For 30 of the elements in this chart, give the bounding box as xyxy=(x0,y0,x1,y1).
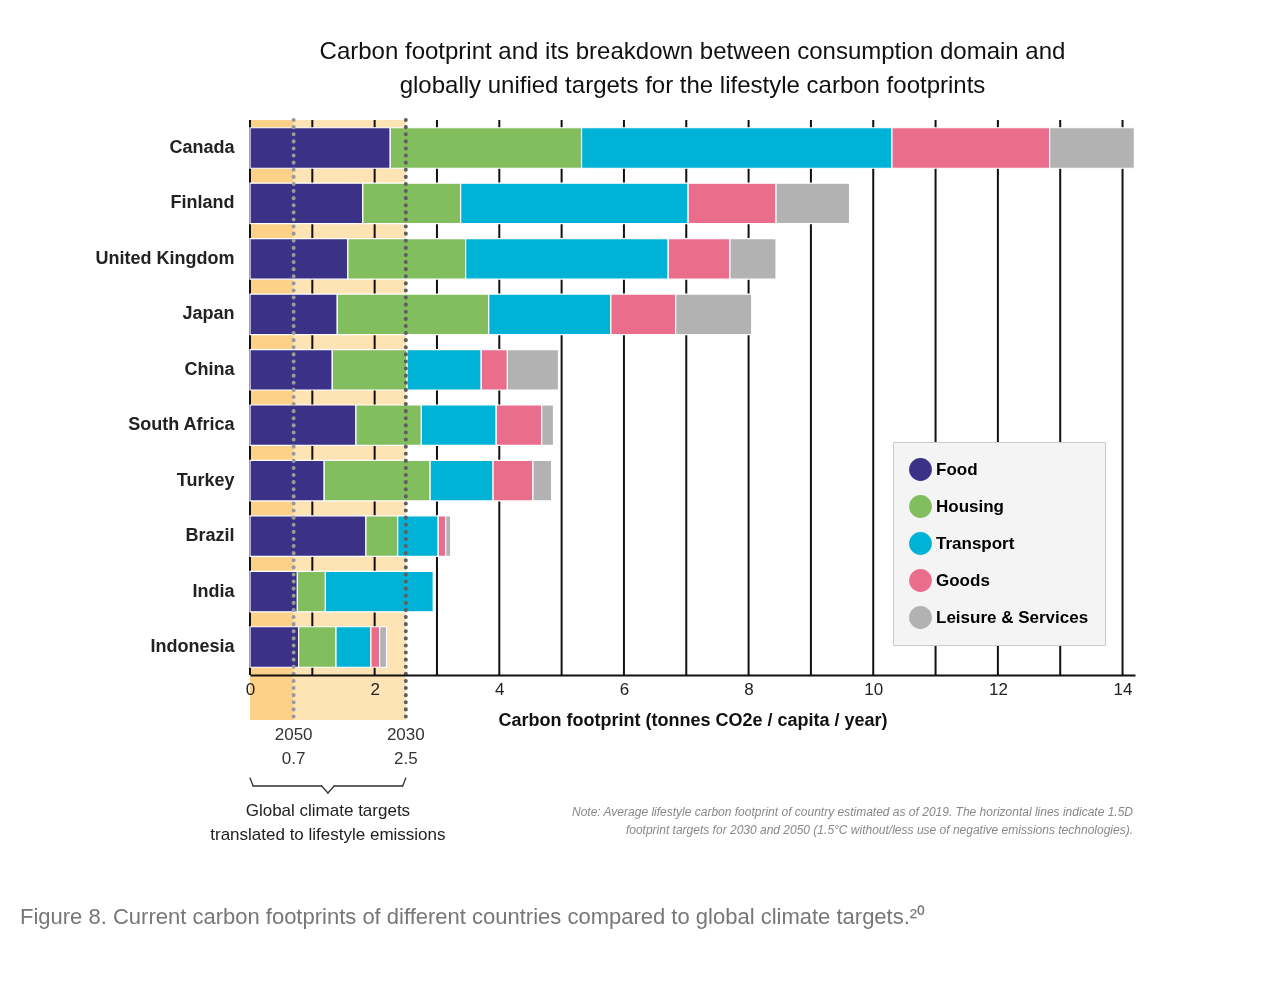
x-tick-label: 6 xyxy=(619,679,630,699)
ref-line-label: 2050 0.7 xyxy=(274,725,313,768)
x-axis-title: Carbon footprint (tonnes CO2e / capita / year) xyxy=(498,709,888,730)
legend-label: Goods xyxy=(936,570,990,590)
y-tick-label: South Africa xyxy=(128,414,236,435)
x-tick-label: 8 xyxy=(744,679,754,699)
legend-label: Housing xyxy=(936,496,1004,516)
y-tick-label: Japan xyxy=(182,303,235,324)
legend-label: Transport xyxy=(936,533,1015,553)
text: Note: Average lifestyle carbon footprint of country estimated as of 2019. The horizontal lines indicate 1.5D footprint targets for 2030 and 2050 (1.5°C without/less use of negative emissions technologies). xyxy=(572,805,1134,837)
x-tick-label: 14 xyxy=(1113,679,1133,699)
chart-title: Carbon footprint and its breakdown between consumption domain and globally unified targets for the lifestyle carbon footprints xyxy=(319,37,1066,98)
y-tick-label: Finland xyxy=(170,192,235,213)
x-tick-label: 12 xyxy=(988,679,1008,699)
x-tick-label: 10 xyxy=(864,679,884,699)
x-tick-label: 4 xyxy=(495,679,505,699)
ref-line-label: 2030 2.5 xyxy=(386,725,425,768)
y-tick-label: China xyxy=(184,358,236,379)
legend-label: Leisure & Services xyxy=(936,607,1089,627)
y-tick-label: Brazil xyxy=(185,525,235,546)
x-tick-label: 0 xyxy=(245,679,256,699)
caption: Figure 8. Current carbon footprints of different countries compared to global climate targets.²⁰ xyxy=(20,904,926,929)
x-tick-label: 2 xyxy=(370,679,380,699)
y-tick-label: Turkey xyxy=(176,469,235,490)
y-tick-label: India xyxy=(192,580,236,601)
legend-label: Food xyxy=(936,459,978,479)
text: Global climate targets translated to lifestyle emissions xyxy=(210,801,446,844)
y-tick-label: United Kingdom xyxy=(95,247,235,268)
y-tick-label: Canada xyxy=(169,137,236,157)
y-tick-label: Indonesia xyxy=(150,636,236,656)
